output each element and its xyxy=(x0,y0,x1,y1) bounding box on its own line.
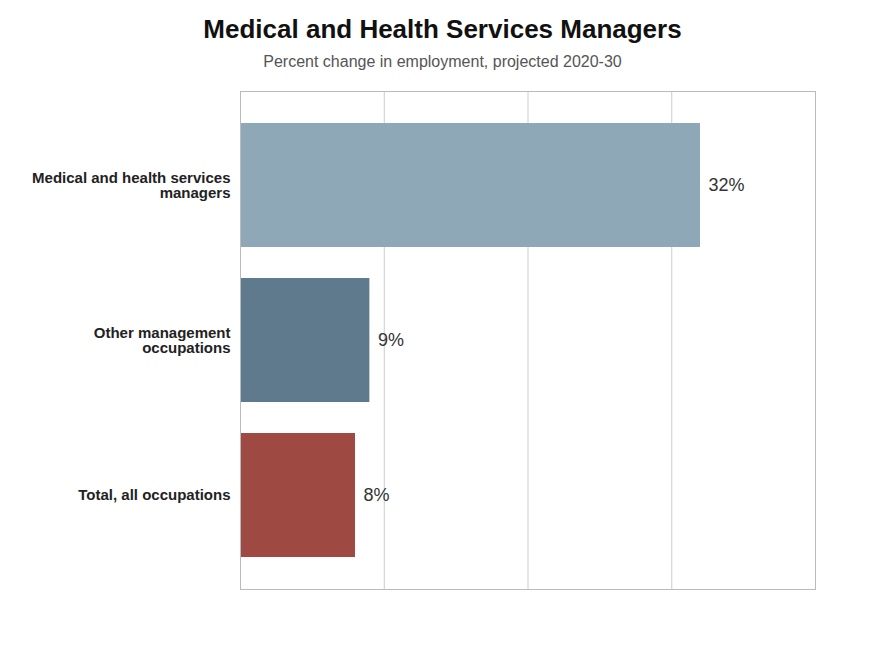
html-text:Percent change in employment,: Percent change in employment, projected … xyxy=(263,53,622,70)
svg-text:Total, all occupations: Total, all occupations xyxy=(78,486,230,503)
svg-text:9%: 9% xyxy=(378,330,404,350)
svg-text:Medical and health servicesman: Medical and health servicesmanagers xyxy=(32,169,230,201)
svg-text:8%: 8% xyxy=(364,485,390,505)
svg-text:32%: 32% xyxy=(709,175,745,195)
svg-text:Other managementoccupations: Other managementoccupations xyxy=(94,324,231,356)
html-text:Medical and Health Services Ma: Medical and Health Services Managers xyxy=(203,14,682,44)
